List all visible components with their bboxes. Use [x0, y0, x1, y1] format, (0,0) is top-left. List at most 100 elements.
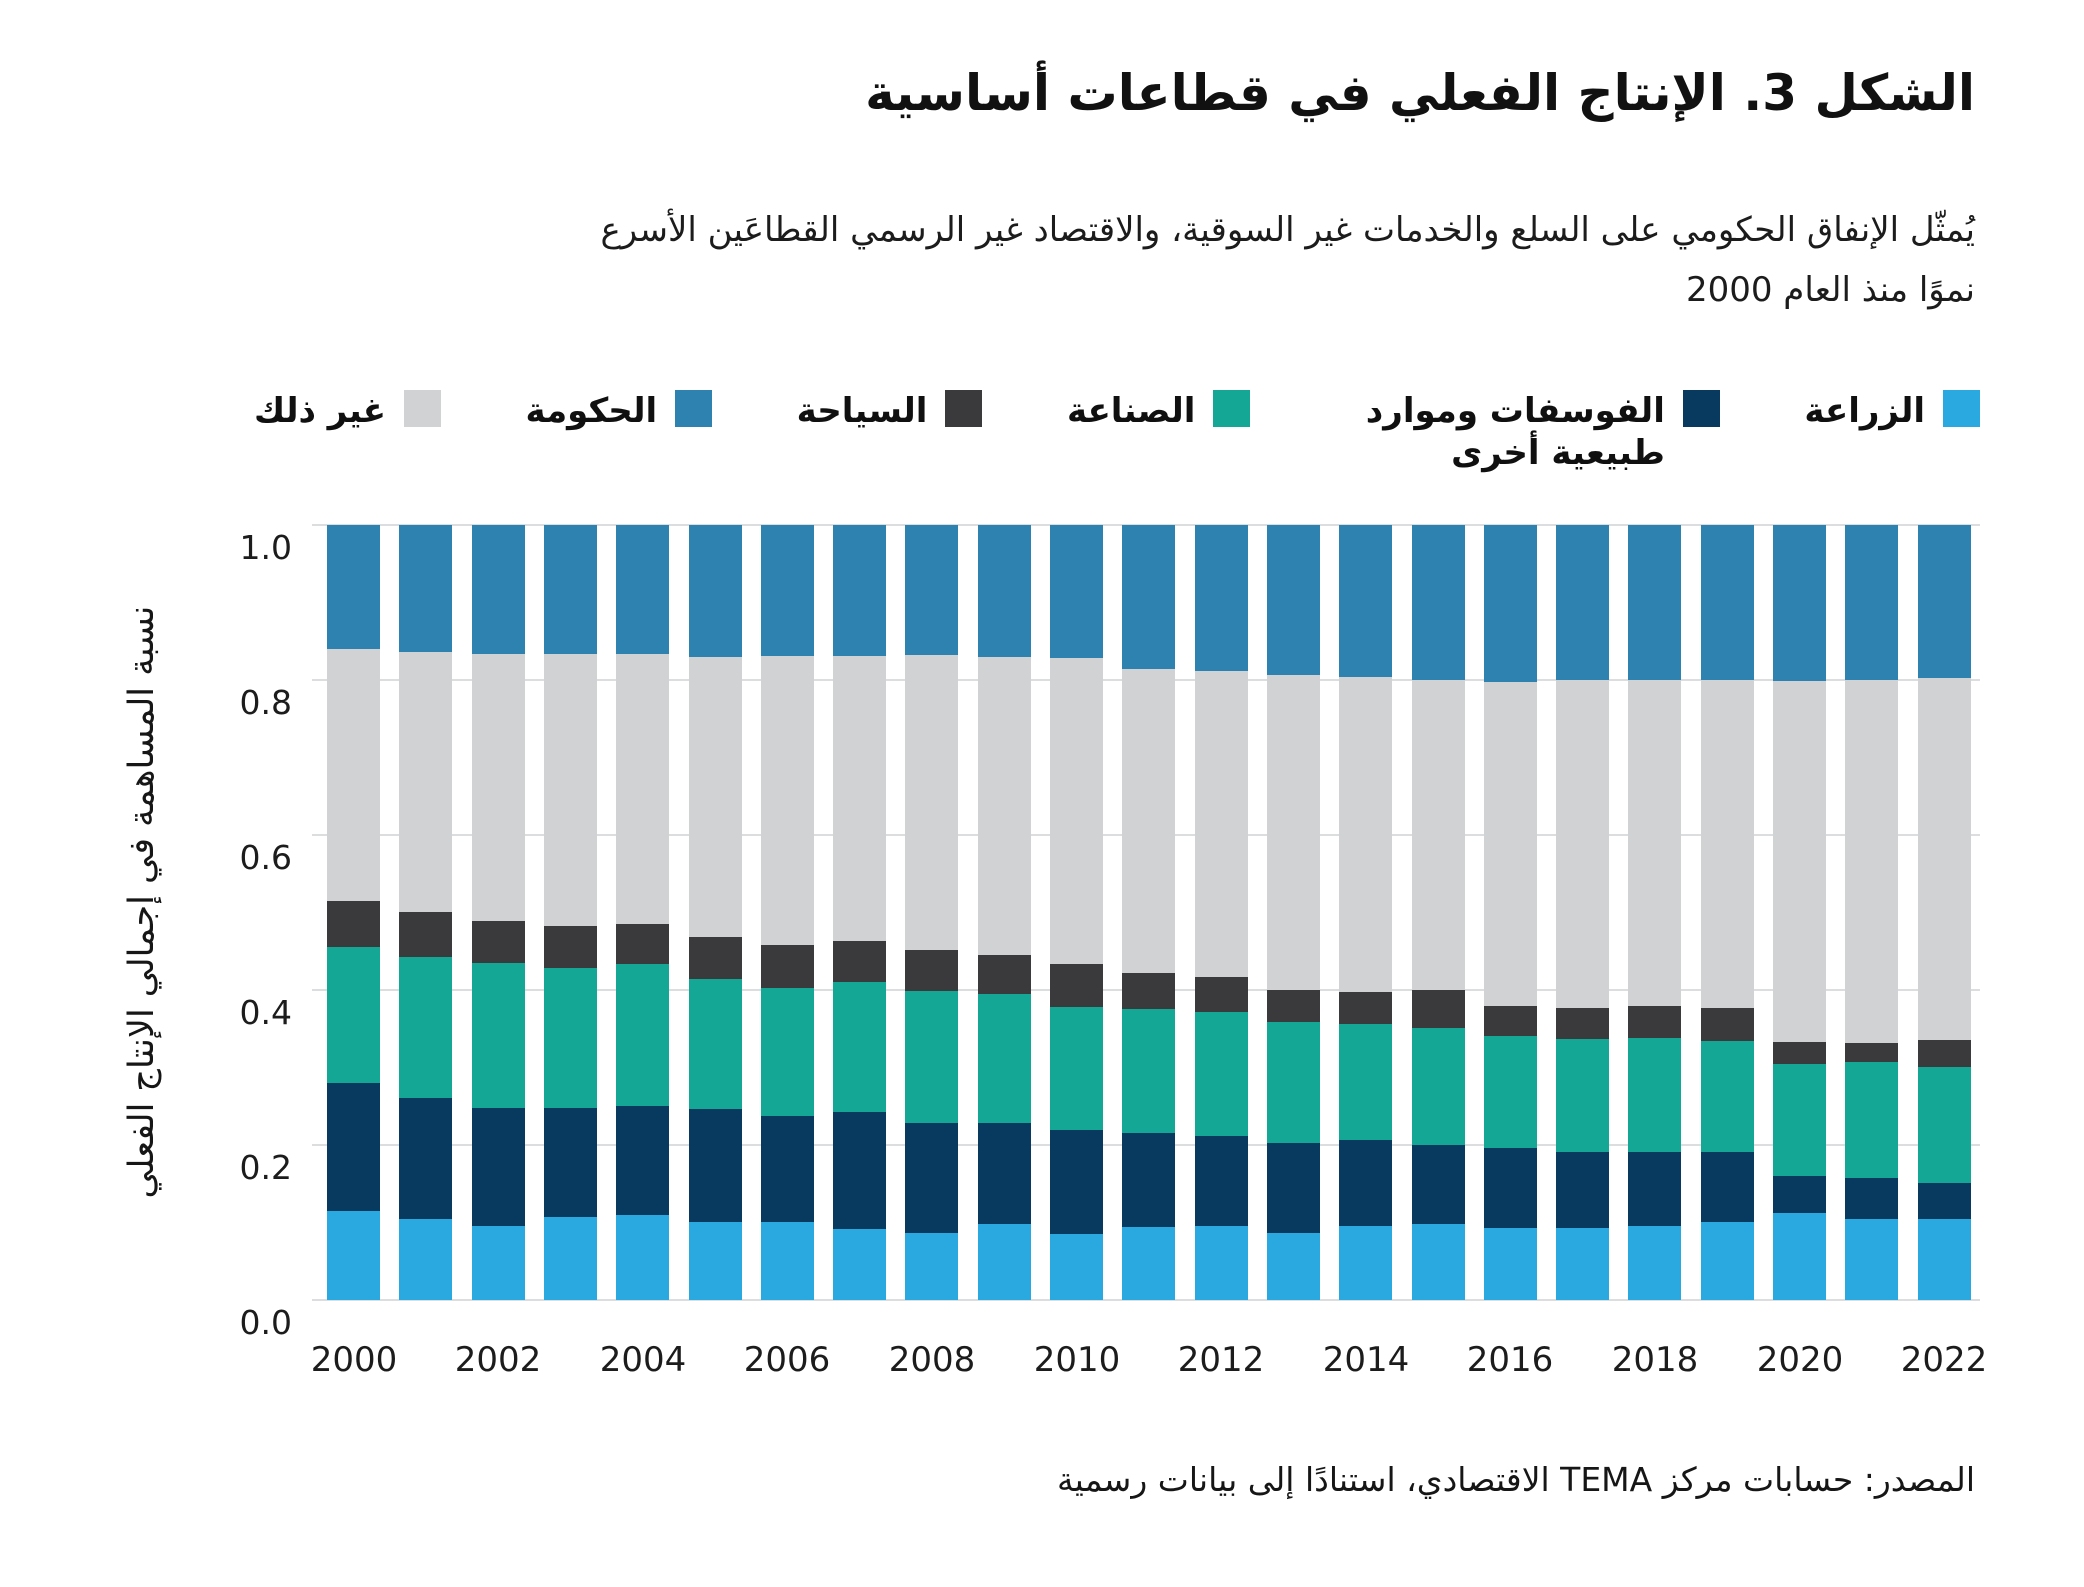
bar-2008-phosphates [905, 1123, 958, 1233]
bar-2005-industry [689, 979, 742, 1109]
bar-2004-agriculture [616, 1215, 669, 1300]
bar-2013-tourism [1267, 990, 1320, 1022]
bar-2009-phosphates [978, 1123, 1031, 1224]
plot-area [312, 524, 1980, 1301]
legend-item-agriculture: الزراعة [1804, 390, 1980, 432]
figure-subtitle-line-2: نموًا منذ العام 2000 [1685, 270, 1975, 310]
bar-2019-industry [1701, 1041, 1754, 1152]
bar-2012-tourism [1195, 977, 1248, 1012]
bar-2005-other [689, 657, 742, 937]
x-tick-2000: 2000 [310, 1340, 398, 1380]
x-tick-2020: 2020 [1756, 1340, 1844, 1380]
bar-2017-tourism [1556, 1008, 1609, 1039]
bar-2012-government [1195, 525, 1248, 671]
bar-2009-other [978, 657, 1031, 955]
bar-2014-tourism [1339, 992, 1392, 1024]
bar-2022-agriculture [1918, 1219, 1971, 1300]
bar-2015-tourism [1412, 990, 1465, 1028]
x-tick-2022: 2022 [1900, 1340, 1988, 1380]
bar-2003-phosphates [544, 1108, 597, 1217]
bar-2001-phosphates [399, 1098, 452, 1219]
bar-2019-tourism [1701, 1008, 1754, 1041]
y-tick-0.6: 0.6 [239, 838, 292, 877]
bar-2006-tourism [761, 945, 814, 988]
figure-title: الشكل 3. الإنتاج الفعلي في قطاعات أساسية [865, 64, 1975, 122]
bar-2007-other [833, 656, 886, 941]
bar-2021-government [1845, 525, 1898, 680]
bar-2018-other [1628, 680, 1681, 1006]
legend-swatch-tourism [945, 390, 983, 427]
bar-2001-government [399, 525, 452, 652]
bar-2004-industry [616, 964, 669, 1106]
legend-item-phosphates: الفوسفات وموارد طبيعية أخرى [1335, 390, 1720, 474]
bar-2008-other [905, 655, 958, 950]
bar-2007-industry [833, 982, 886, 1112]
bar-2013-industry [1267, 1022, 1320, 1143]
y-axis-tick-labels: 1.0 0.8 0.6 0.4 0.2 0.0 [150, 525, 292, 1342]
x-tick-2002: 2002 [454, 1340, 542, 1380]
bar-2008-industry [905, 991, 958, 1123]
bar-2002-industry [472, 963, 525, 1108]
bar-2017-other [1556, 680, 1609, 1008]
bar-2009-industry [978, 994, 1031, 1123]
bar-2016-industry [1484, 1036, 1537, 1148]
bar-2001-other [399, 652, 452, 912]
bar-2015-other [1412, 680, 1465, 990]
source-note: المصدر: حسابات مركز TEMA الاقتصادي، استن… [1056, 1460, 1975, 1499]
bar-2020-agriculture [1773, 1213, 1826, 1300]
bar-2002-other [472, 654, 525, 921]
bar-2019-agriculture [1701, 1222, 1754, 1300]
bar-2012-agriculture [1195, 1226, 1248, 1300]
bar-2014-phosphates [1339, 1140, 1392, 1226]
bar-2011-tourism [1122, 973, 1175, 1009]
bar-2002-tourism [472, 921, 525, 963]
bar-2018-tourism [1628, 1006, 1681, 1038]
bar-2013-agriculture [1267, 1233, 1320, 1300]
bar-2020-tourism [1773, 1042, 1826, 1064]
bar-2020-industry [1773, 1064, 1826, 1176]
legend-item-industry: الصناعة [1067, 390, 1251, 432]
bar-2017-industry [1556, 1039, 1609, 1152]
bar-2013-government [1267, 525, 1320, 675]
bar-2008-tourism [905, 950, 958, 991]
y-tick-0.2: 0.2 [239, 1148, 292, 1187]
bar-2014-agriculture [1339, 1226, 1392, 1300]
x-axis-tick-labels: 2000 2002 2004 2006 2008 2010 2012 2014 2016 2018… [311, 1340, 1988, 1388]
legend-label-agriculture: الزراعة [1804, 391, 1925, 431]
bar-2005-government [689, 525, 742, 657]
bar-2016-phosphates [1484, 1148, 1537, 1228]
bar-2015-industry [1412, 1028, 1465, 1145]
bar-2000-agriculture [327, 1211, 380, 1300]
bar-2018-government [1628, 525, 1681, 680]
bar-2007-phosphates [833, 1112, 886, 1229]
bar-2010-tourism [1050, 964, 1103, 1007]
bar-2004-government [616, 525, 669, 654]
bar-2006-industry [761, 988, 814, 1116]
bar-2022-other [1918, 678, 1971, 1040]
legend-swatch-industry [1213, 390, 1251, 427]
bar-2019-other [1701, 680, 1754, 1008]
bar-2021-agriculture [1845, 1219, 1898, 1300]
bar-2005-phosphates [689, 1109, 742, 1222]
bar-2014-other [1339, 677, 1392, 992]
legend-item-other: غير ذلك [254, 390, 442, 432]
bar-2018-phosphates [1628, 1152, 1681, 1226]
bar-2016-tourism [1484, 1006, 1537, 1036]
bar-2000-government [327, 525, 380, 649]
bar-2017-agriculture [1556, 1228, 1609, 1300]
chart-legend: الزراعة الفوسفات وموارد طبيعية أخرى الصناع… [254, 390, 1980, 474]
y-tick-1.0: 1.0 [239, 528, 292, 567]
y-tick-0.8: 0.8 [239, 683, 292, 722]
bar-2004-tourism [616, 924, 669, 964]
figure-subtitle-line-1: يُمثّل الإنفاق الحكومي على السلع والخدما… [600, 210, 1975, 250]
bar-2019-government [1701, 525, 1754, 680]
bar-2013-other [1267, 675, 1320, 990]
bar-2021-other [1845, 680, 1898, 1043]
bar-2009-government [978, 525, 1031, 657]
bar-2003-tourism [544, 926, 597, 968]
bar-2015-agriculture [1412, 1224, 1465, 1300]
legend-swatch-agriculture [1943, 390, 1980, 427]
bar-2006-phosphates [761, 1116, 814, 1222]
bar-2022-government [1918, 525, 1971, 678]
